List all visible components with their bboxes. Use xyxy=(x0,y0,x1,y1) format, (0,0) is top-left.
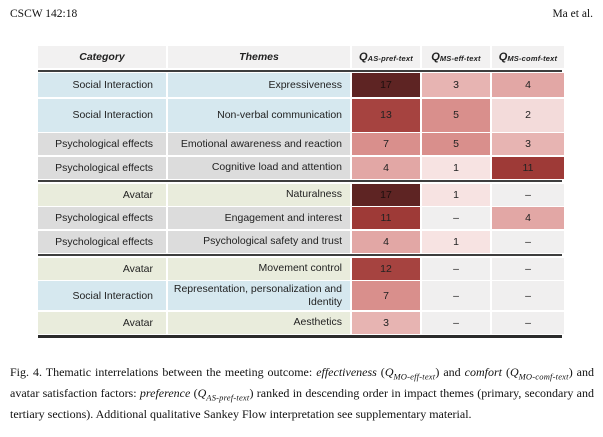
theme-cell: Emotional awareness and reaction xyxy=(168,133,350,155)
q-subscript: AS-pref-text xyxy=(367,53,413,63)
table-header-row: Category Themes Q AS-pref-text Q MS-eff-text Q… xyxy=(38,46,564,68)
caption-segment: Fig. 4. Thematic interrelations between … xyxy=(10,365,317,379)
category-cell: Psychological effects xyxy=(38,230,166,253)
theme-cell: Expressiveness xyxy=(168,73,350,97)
category-cell: Psychological effects xyxy=(38,207,166,229)
value-cell-qas-pref: 3 xyxy=(352,311,420,334)
value-cell-qas-pref: 4 xyxy=(352,230,420,253)
col-header-category: Category xyxy=(38,46,166,68)
value-cell-qas-pref: 11 xyxy=(352,207,420,229)
q-symbol: Q xyxy=(498,51,508,63)
category-cell: Avatar xyxy=(38,311,166,334)
q-subscript: MS-comf-text xyxy=(507,53,558,63)
value-cell-qms-eff: – xyxy=(422,257,490,280)
value-cell-qms-comf: 2 xyxy=(492,98,564,132)
theme-cell: Aesthetics xyxy=(168,311,350,334)
q-symbol: Q xyxy=(431,51,440,63)
q-symbol: Q xyxy=(359,51,368,63)
value-cell-qas-pref: 17 xyxy=(352,73,420,97)
theme-cell: Psychological safety and trust xyxy=(168,230,350,253)
category-cell: Social Interaction xyxy=(38,281,166,310)
table-row: Psychological effects Cognitive load and … xyxy=(38,156,564,179)
caption-segment: Q xyxy=(197,385,207,400)
value-cell-qms-comf: 4 xyxy=(492,73,564,97)
figure-table: Category Themes Q AS-pref-text Q MS-eff-text Q… xyxy=(38,46,564,338)
caption-segment: effectiveness xyxy=(316,365,377,379)
caption-segment: ) ranked in descending order in impact t… xyxy=(10,385,594,421)
table-row: Avatar Movement control 12– – xyxy=(38,257,564,280)
value-cell-qms-comf: 11 xyxy=(492,156,564,179)
figure-caption: Fig. 4. Thematic interrelations between … xyxy=(10,364,594,422)
value-cell-qms-eff: 1 xyxy=(422,230,490,253)
value-cell-qms-comf: – xyxy=(492,257,564,280)
caption-segment: ) and xyxy=(435,365,465,379)
value-cell-qas-pref: 4 xyxy=(352,156,420,179)
col-header-q-ms: Q MS-eff-text xyxy=(422,46,490,68)
theme-cell: Engagement and interest xyxy=(168,207,350,229)
table-row: Avatar Aesthetics 3– – xyxy=(38,311,564,334)
value-cell-qas-pref: 7 xyxy=(352,133,420,155)
value-cell-qms-comf: – xyxy=(492,311,564,334)
value-cell-qms-eff: 5 xyxy=(422,133,490,155)
category-cell: Avatar xyxy=(38,183,166,206)
caption-segment: AS-pref-text xyxy=(206,392,250,403)
section-separator xyxy=(38,180,562,182)
table-row: Avatar Naturalness 17 1– xyxy=(38,183,564,206)
value-cell-qms-eff: 1 xyxy=(422,156,490,179)
value-cell-qms-eff: – xyxy=(422,281,490,310)
section-separator xyxy=(38,254,562,256)
category-cell: Psychological effects xyxy=(38,133,166,155)
value-cell-qas-pref: 12 xyxy=(352,257,420,280)
value-cell-qms-eff: 3 xyxy=(422,73,490,97)
category-cell: Social Interaction xyxy=(38,98,166,132)
value-cell-qms-eff: 5 xyxy=(422,98,490,132)
caption-segment: MO-comf-text xyxy=(518,371,569,382)
value-cell-qms-eff: 1 xyxy=(422,183,490,206)
table-row: Psychological effects Emotional awareness… xyxy=(38,133,564,155)
caption-segment: MO-eff-text xyxy=(393,371,436,382)
caption-segment: ( xyxy=(376,365,385,379)
value-cell-qms-comf: 4 xyxy=(492,207,564,229)
col-header-themes: Themes xyxy=(168,46,350,68)
theme-cell: Representation, personalization and Iden… xyxy=(168,281,350,310)
value-cell-qas-pref: 7 xyxy=(352,281,420,310)
caption-segment: comfort xyxy=(464,365,502,379)
theme-cell: Cognitive load and attention xyxy=(168,156,350,179)
category-cell: Social Interaction xyxy=(38,73,166,97)
value-cell-qas-pref: 13 xyxy=(352,98,420,132)
caption-segment: Q xyxy=(509,365,519,379)
running-head-right: Ma et al. xyxy=(552,8,593,20)
caption-segment: preference xyxy=(139,385,191,400)
col-header-q-ms: Q MS-comf-text xyxy=(492,46,564,68)
table-bottom-border xyxy=(38,335,562,338)
table-row: Psychological effects Psychological safet… xyxy=(38,230,564,253)
theme-cell: Naturalness xyxy=(168,183,350,206)
category-cell: Psychological effects xyxy=(38,156,166,179)
table-row: Social Interaction Representation, person… xyxy=(38,281,564,310)
value-cell-qms-comf: 3 xyxy=(492,133,564,155)
value-cell-qms-comf: – xyxy=(492,230,564,253)
table-row: Psychological effects Engagement and inte… xyxy=(38,207,564,229)
value-cell-qms-comf: – xyxy=(492,281,564,310)
col-header-q-as: Q AS-pref-text xyxy=(352,46,420,68)
running-head-left: CSCW 142:18 xyxy=(10,8,78,20)
value-cell-qms-eff: – xyxy=(422,207,490,229)
value-cell-qms-comf: – xyxy=(492,183,564,206)
caption-segment: Q xyxy=(384,365,394,379)
running-head: CSCW 142:18 Ma et al. xyxy=(10,8,593,20)
table-row: Social Interaction Non-verbal communicati… xyxy=(38,98,564,132)
caption-segment: ( xyxy=(190,385,198,400)
caption-segment: ) and avatar satisfaction factors: xyxy=(10,365,595,400)
header-separator xyxy=(38,69,562,72)
category-cell: Avatar xyxy=(38,257,166,280)
theme-cell: Movement control xyxy=(168,257,350,280)
value-cell-qas-pref: 17 xyxy=(352,183,420,206)
caption-segment: ( xyxy=(501,365,510,379)
theme-cell: Non-verbal communication xyxy=(168,98,350,132)
table-row: Social Interaction Expressiveness 17 3 4 xyxy=(38,73,564,97)
q-subscript: MS-eff-text xyxy=(439,53,481,63)
value-cell-qms-eff: – xyxy=(422,311,490,334)
